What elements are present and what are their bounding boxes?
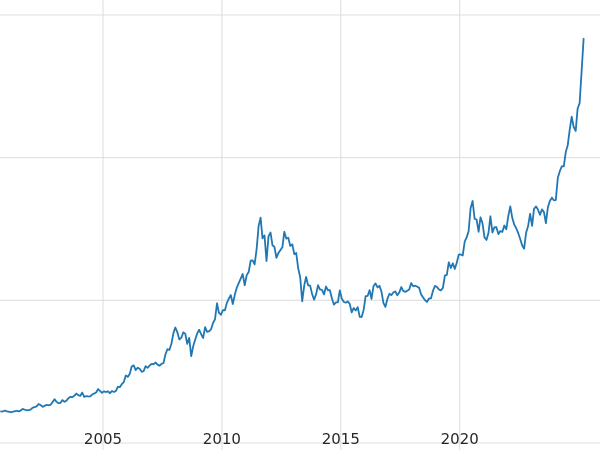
x-tick-label: 2005 [84, 430, 122, 448]
x-tick-label: 2010 [203, 430, 241, 448]
price-series-line [0, 37, 585, 414]
x-tick-label: 2020 [441, 430, 479, 448]
x-tick-label: 2015 [322, 430, 360, 448]
